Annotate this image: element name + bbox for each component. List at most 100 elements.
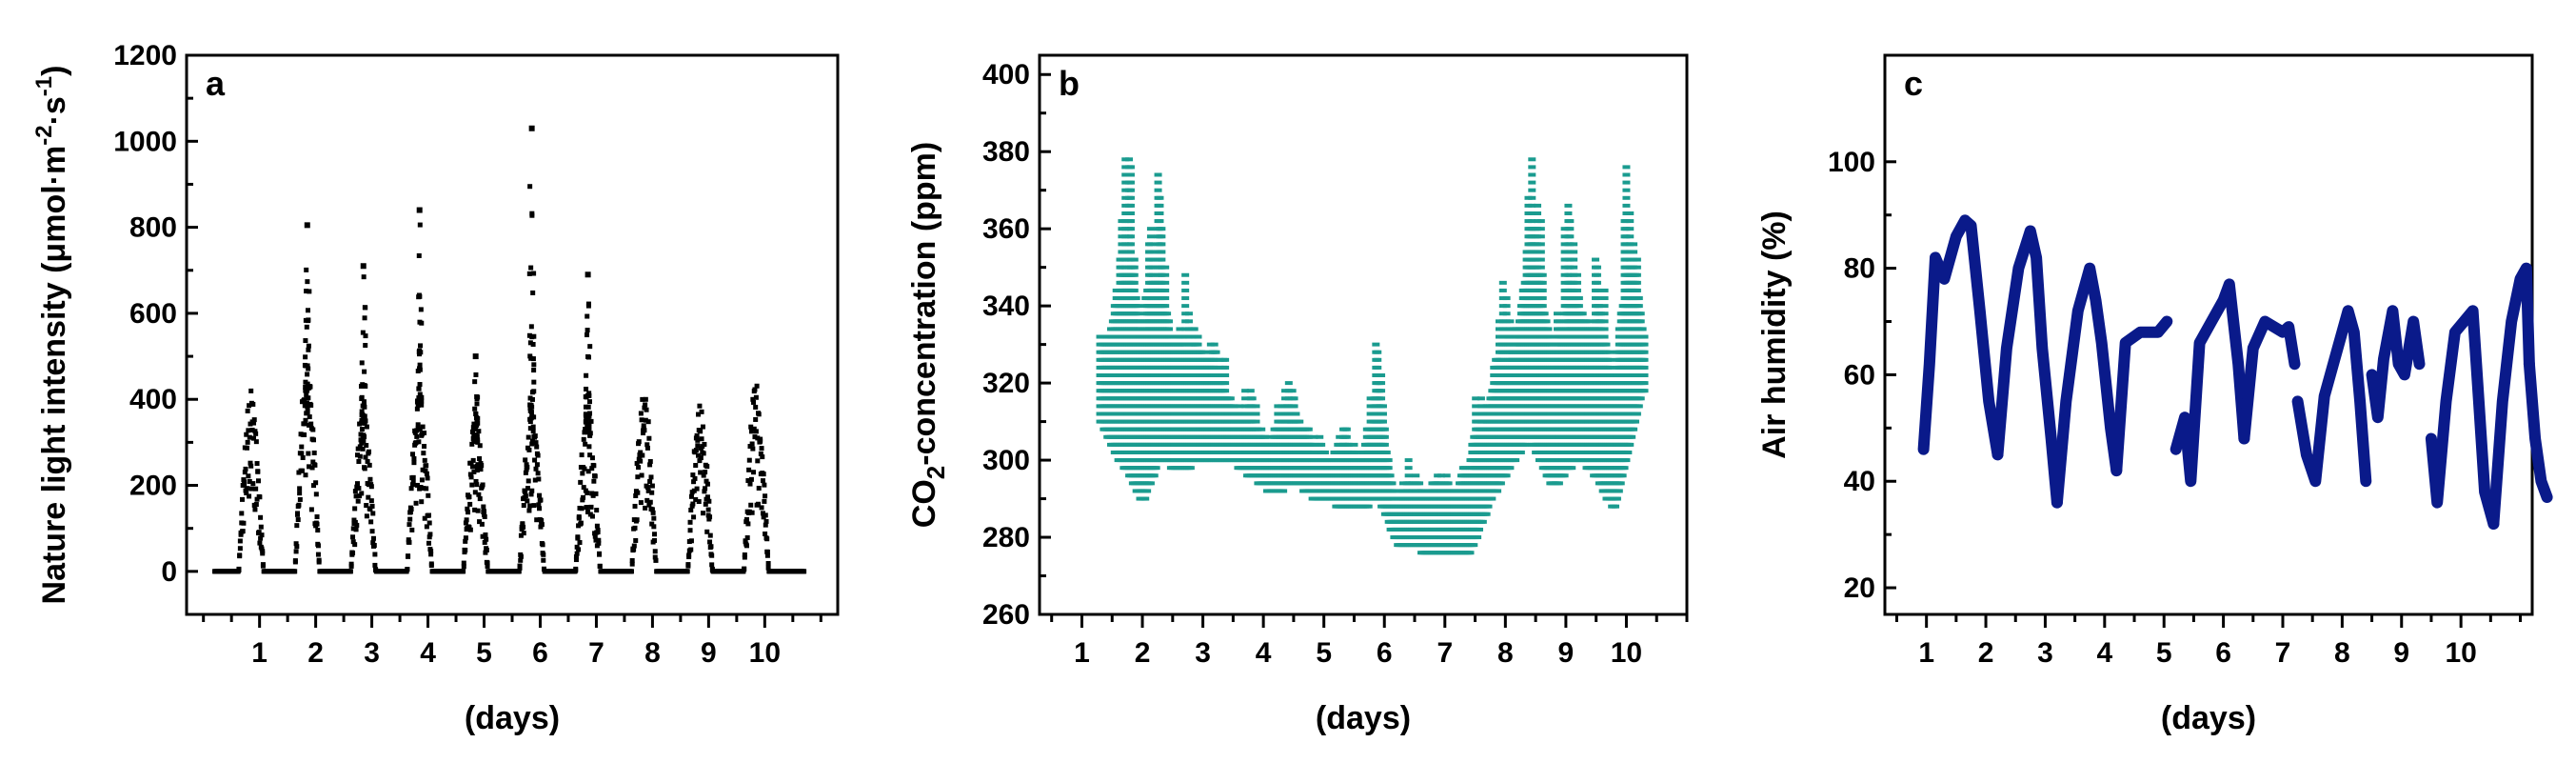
outlier-point bbox=[362, 383, 367, 389]
data-point bbox=[644, 407, 649, 412]
data-point bbox=[694, 432, 700, 438]
data-point bbox=[748, 424, 754, 430]
data-point bbox=[1288, 389, 1297, 393]
outlier-point bbox=[306, 347, 311, 352]
data-point bbox=[1163, 311, 1172, 316]
data-point bbox=[644, 485, 650, 491]
data-point bbox=[257, 494, 263, 500]
data-point bbox=[687, 519, 693, 525]
data-point bbox=[752, 387, 758, 392]
data-point bbox=[1290, 396, 1298, 401]
outlier-point bbox=[473, 412, 479, 417]
data-point bbox=[644, 497, 650, 503]
data-point bbox=[237, 553, 243, 559]
outlier-point bbox=[530, 290, 536, 295]
data-point bbox=[424, 524, 429, 530]
data-point bbox=[699, 436, 704, 442]
data-point bbox=[573, 553, 579, 559]
data-point bbox=[407, 510, 413, 515]
outlier-point bbox=[583, 412, 588, 418]
y-axis-title: CO2-concentration (ppm) bbox=[906, 142, 950, 528]
x-tick-label: 8 bbox=[1497, 637, 1514, 669]
data-point bbox=[315, 552, 321, 557]
data-point bbox=[709, 562, 715, 568]
data-point bbox=[764, 536, 770, 542]
data-point bbox=[302, 421, 307, 427]
data-point bbox=[1161, 296, 1170, 301]
data-point bbox=[479, 463, 485, 469]
peak-point bbox=[528, 125, 535, 131]
data-point bbox=[464, 517, 469, 523]
data-point bbox=[1374, 357, 1382, 362]
data-point bbox=[585, 469, 591, 474]
data-point bbox=[518, 553, 524, 559]
data-point bbox=[313, 480, 319, 486]
data-point bbox=[652, 537, 658, 543]
data-point bbox=[414, 482, 420, 488]
outlier-point bbox=[531, 362, 537, 368]
data-point bbox=[639, 472, 644, 478]
outlier-point bbox=[361, 415, 367, 421]
data-point bbox=[350, 539, 356, 545]
data-point bbox=[474, 482, 480, 488]
data-point bbox=[471, 469, 477, 474]
data-point bbox=[579, 452, 585, 458]
outlier-point bbox=[474, 401, 480, 407]
y-tick-label: 1200 bbox=[113, 40, 177, 71]
data-point bbox=[307, 414, 312, 420]
data-point bbox=[410, 479, 416, 485]
data-point bbox=[469, 482, 475, 488]
outlier-point bbox=[304, 289, 309, 294]
data-point bbox=[704, 494, 710, 500]
outlier-point bbox=[303, 354, 308, 360]
outlier-point bbox=[362, 305, 367, 311]
data-point bbox=[1437, 473, 1445, 478]
data-point bbox=[247, 478, 252, 484]
data-point bbox=[521, 503, 526, 509]
data-point bbox=[425, 475, 430, 481]
data-point bbox=[1146, 242, 1155, 247]
data-point bbox=[631, 543, 637, 549]
data-point bbox=[469, 441, 475, 447]
data-point bbox=[1158, 227, 1166, 231]
outlier-point bbox=[359, 412, 365, 417]
data-point bbox=[629, 561, 635, 567]
data-point bbox=[593, 491, 599, 496]
data-point bbox=[533, 440, 539, 446]
data-point bbox=[1377, 396, 1386, 401]
data-point bbox=[362, 466, 367, 472]
data-point bbox=[587, 452, 593, 458]
data-point bbox=[530, 428, 536, 433]
data-point bbox=[763, 522, 768, 528]
data-point bbox=[1221, 373, 1230, 378]
data-point bbox=[579, 506, 585, 512]
y-tick-label: 300 bbox=[982, 445, 1030, 476]
data-point bbox=[692, 475, 698, 481]
data-point bbox=[358, 432, 364, 437]
x-tick-label: 9 bbox=[701, 637, 717, 669]
data-point bbox=[244, 432, 249, 437]
outlier-point bbox=[360, 330, 366, 335]
data-point bbox=[525, 486, 531, 492]
data-point bbox=[703, 470, 708, 475]
data-point bbox=[643, 417, 648, 423]
data-point bbox=[421, 486, 426, 492]
data-point bbox=[577, 539, 583, 545]
outlier-point bbox=[362, 402, 367, 408]
data-point bbox=[305, 410, 310, 415]
data-point bbox=[305, 405, 310, 411]
data-point bbox=[636, 465, 642, 471]
data-point bbox=[367, 476, 373, 482]
outlier-point bbox=[585, 425, 590, 431]
data-point bbox=[580, 497, 585, 503]
data-point bbox=[690, 472, 696, 478]
outlier-point bbox=[526, 271, 532, 276]
data-point bbox=[526, 447, 532, 452]
data-point bbox=[244, 445, 249, 451]
outlier-point bbox=[304, 267, 309, 272]
data-point bbox=[314, 514, 320, 520]
data-point bbox=[764, 549, 770, 554]
data-point bbox=[639, 417, 644, 423]
outlier-point bbox=[303, 379, 308, 385]
data-point bbox=[359, 491, 365, 496]
